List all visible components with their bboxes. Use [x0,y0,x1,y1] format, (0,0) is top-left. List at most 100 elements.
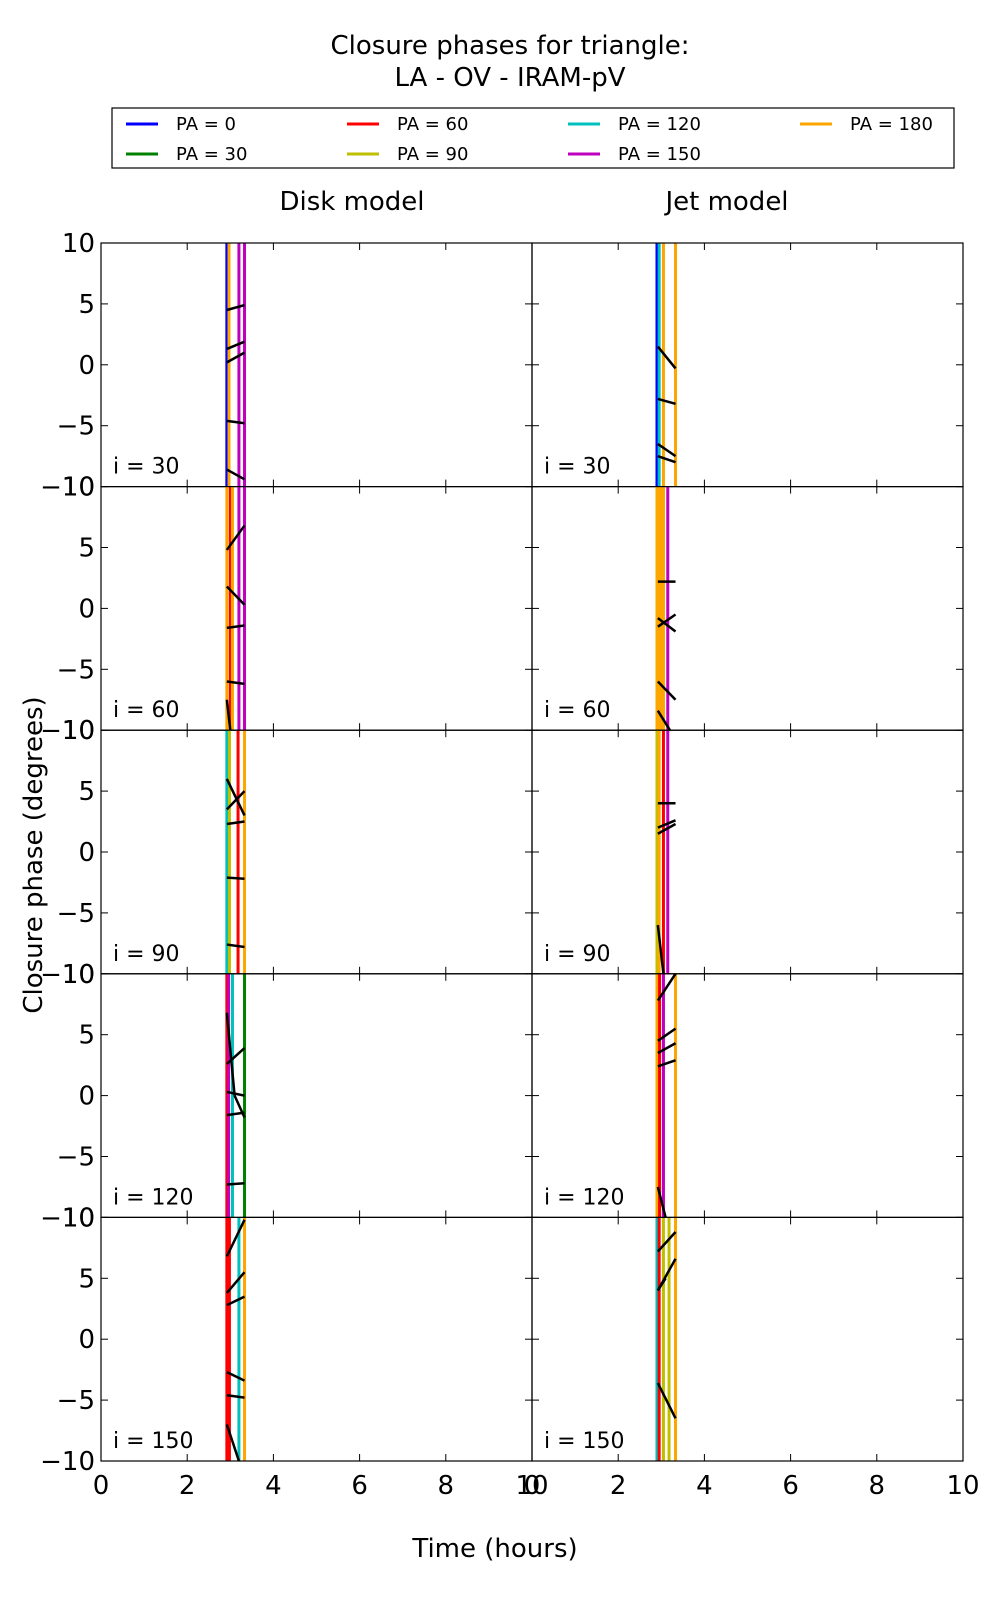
panel-data [655,730,677,974]
legend-label: PA = 90 [397,144,468,165]
x-tick-label: 2 [179,1471,196,1501]
x-tick-label: 0 [93,1471,110,1501]
closure-phase-segment [657,454,676,464]
x-axis-label: Time (hours) [411,1534,577,1564]
y-tick-label: 0 [78,351,95,381]
closure-phase-segment [226,876,245,881]
closure-phase-segment [657,613,677,628]
closure-phase-segment [656,345,677,370]
panel-frame [531,242,964,488]
y-tick-label: 0 [78,1325,95,1355]
closure-phase-segment [226,419,245,425]
x-tick-label: 2 [610,1471,627,1501]
y-tick-label: −5 [57,655,95,685]
y-tick-label: −10 [40,1447,95,1477]
panel: 10 5 0 −5 −10 i = 90 [40,716,533,990]
closure-phase-segment [225,1219,246,1257]
panel-inclination-label: i = 90 [113,942,180,967]
panel: i = 60 [531,486,964,731]
y-tick-label: −5 [57,1386,95,1416]
y-tick-label: −5 [57,899,95,929]
y-tick-label: 5 [78,1264,95,1294]
x-tick-label: 4 [265,1471,282,1501]
closure-phase-segment [656,1382,677,1419]
panel-frame [100,242,533,488]
panel-data [225,243,247,487]
closure-phase-segment [225,524,246,551]
panel-data [225,486,247,731]
panel-data [225,730,247,974]
closure-phase-segment [226,1182,245,1186]
panel: i = 30 [531,242,964,488]
closure-phase-segment [656,680,677,701]
closure-phase-segment [656,973,677,1002]
panel: i = 120 [531,973,964,1218]
panel-frame [100,486,533,731]
panel-inclination-label: i = 60 [113,698,180,723]
panel-data [655,243,678,487]
closure-phase-segment [226,820,245,826]
closure-phase-segment [657,397,676,405]
column-title-jet: Jet model [663,187,788,217]
y-tick-label: −5 [57,412,95,442]
panel-frame [100,1216,533,1462]
x-tick-label: 6 [782,1471,799,1501]
panel-data [655,1217,678,1461]
closure-phase-segment [226,1393,245,1399]
x-tick-label: 10 [946,1471,979,1501]
y-tick-label: −10 [40,1203,95,1233]
y-tick-label: 10 [62,716,95,746]
panel-frame [531,1216,964,1462]
legend: PA = 0 PA = 30 PA = 60 PA = 90 PA = 120 PA = … [111,107,955,169]
y-tick-label: −10 [40,716,95,746]
closure-phase-segment [233,1095,246,1119]
closure-phase-segment [225,1271,246,1294]
y-tick-label: 10 [62,473,95,503]
closure-phase-segment [657,1042,677,1055]
panel-inclination-label: i = 120 [544,1185,625,1210]
closure-phase-segment [656,924,665,974]
closure-phase-segment [226,340,246,351]
panel-inclination-label: i = 30 [113,455,180,480]
closure-phase-segment [657,617,677,633]
closure-phase-segment [225,585,246,606]
closure-phase-segment [226,943,245,949]
y-tick-label: 0 [78,838,95,868]
panel: i = 90 [531,729,964,975]
closure-phase-segment [656,1186,667,1218]
closure-phase-segment [657,822,677,835]
y-tick-label: 5 [78,290,95,320]
y-tick-label: 0 [78,1082,95,1112]
y-tick-label: −10 [40,473,95,503]
panel-inclination-label: i = 60 [544,698,611,723]
closure-phase-segment [225,1012,236,1096]
panel-inclination-label: i = 150 [113,1429,194,1454]
legend-label: PA = 180 [850,114,933,135]
panel-inclination-label: i = 30 [544,455,611,480]
closure-phase-segment [225,1424,241,1462]
closure-phase-segment [657,442,677,458]
y-tick-label: 5 [78,1021,95,1051]
legend-label: PA = 60 [397,114,468,135]
closure-phase-segment [656,710,671,731]
x-tick-label: 4 [696,1471,713,1501]
x-tick-label: 10 [515,1471,548,1501]
legend-label: PA = 30 [176,144,247,165]
y-tick-label: 5 [78,534,95,564]
closure-phase-segment [225,778,246,817]
y-tick-label: 10 [62,1203,95,1233]
chart-subtitle: LA - OV - IRAM-pV [394,63,625,93]
closure-phase-segment [657,1059,676,1068]
y-tick-label: 10 [62,960,95,990]
legend-label: PA = 120 [618,114,701,135]
panel-data [655,973,678,1218]
closure-phase-segment [226,1295,246,1307]
closure-phase-segment [226,624,245,630]
panel-frame [531,729,964,975]
panel-frame [100,729,533,975]
y-tick-label: −10 [40,960,95,990]
x-tick-label: 0 [524,1471,541,1501]
y-axis-label: Closure phase (degrees) [19,696,49,1013]
